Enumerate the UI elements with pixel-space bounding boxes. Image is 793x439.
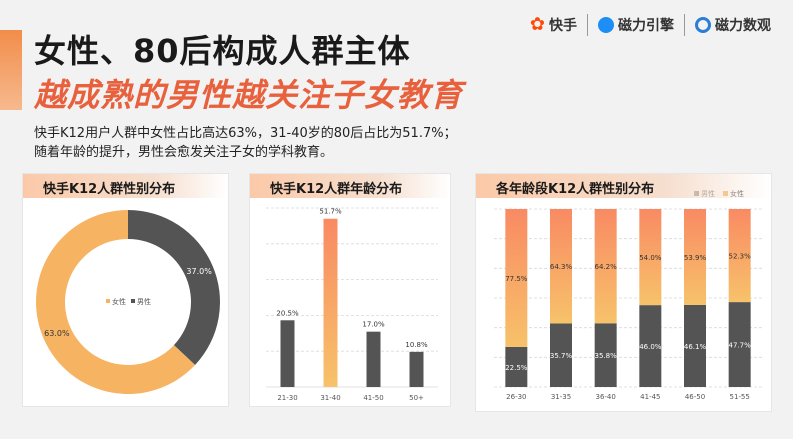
x-tick-label: 31-40 <box>320 394 340 402</box>
bar-21-30 <box>280 320 295 387</box>
donut-slice-male <box>128 210 220 365</box>
age-gender-stacked-chart: 男性女性22.5%77.5%26-3035.7%64.3%31-3535.8%6… <box>494 189 762 401</box>
panel-title: 各年龄段K12人群性别分布 <box>496 182 655 197</box>
donut-slice-label: 63.0% <box>44 329 70 338</box>
panel-header <box>250 174 450 198</box>
bar-value-label: 20.5% <box>276 309 299 317</box>
bar-male-31-35 <box>550 323 572 387</box>
gender-distribution-panel: 快手K12人群性别分布 37.0% 63.0% 女性 男性 <box>22 173 229 407</box>
logo-divider <box>684 14 685 36</box>
logo-divider <box>587 14 588 36</box>
bar-female-51-55 <box>728 209 751 303</box>
bar-value-label: 17.0% <box>362 321 385 329</box>
description-line-1: 快手K12用户人群中女性占比高达63%，31-40岁的80后占比为51.7%； <box>34 126 457 141</box>
cili-shuguan-logo: 磁力数观 <box>695 15 771 35</box>
legend-label-female: 女性 <box>112 297 126 306</box>
brand-logos: ✿ 快手 磁力引擎 磁力数观 <box>530 10 771 40</box>
panel-title: 快手K12人群年龄分布 <box>270 182 403 197</box>
page-subtitle: 越成熟的男性越关注子女教育 <box>34 76 464 114</box>
bar-50+ <box>409 351 424 387</box>
kuaishou-logo-text: 快手 <box>549 18 577 34</box>
bar-male-label: 46.1% <box>684 343 707 351</box>
cili-shuguan-icon <box>695 17 711 33</box>
x-tick-label: 21-30 <box>277 394 297 402</box>
bar-male-36-40 <box>594 323 617 387</box>
bar-female-label: 77.5% <box>505 275 528 283</box>
x-tick-label: 51-55 <box>729 393 749 401</box>
bar-male-label: 35.8% <box>595 352 618 360</box>
bar-male-label: 22.5% <box>505 364 528 372</box>
bar-female-label: 53.9% <box>684 254 707 262</box>
bar-male-label: 35.7% <box>550 352 573 360</box>
x-tick-label: 50+ <box>409 394 424 402</box>
bar-female-36-40 <box>594 209 617 324</box>
legend-swatch-female <box>106 299 110 303</box>
donut-slice-label: 37.0% <box>186 267 212 276</box>
page-description: 快手K12用户人群中女性占比高达63%，31-40岁的80后占比为51.7%； … <box>34 124 457 162</box>
bar-female-label: 52.3% <box>729 253 752 261</box>
bar-male-46-50 <box>684 304 706 387</box>
panel-header <box>23 174 228 198</box>
legend-swatch-male <box>131 299 135 303</box>
bar-value-label: 51.7% <box>319 208 342 216</box>
bar-female-46-50 <box>684 209 706 305</box>
bar-value-label: 10.8% <box>405 341 428 349</box>
x-tick-label: 31-35 <box>551 393 571 401</box>
title-accent-bar <box>0 30 22 110</box>
donut-slice-female <box>35 210 196 394</box>
age-gender-panel: 各年龄段K12人群性别分布 男性女性22.5%77.5%26-3035.7%64… <box>475 173 772 412</box>
legend-label-male: 男性 <box>137 297 151 306</box>
bar-female-label: 64.3% <box>550 263 573 271</box>
bar-male-label: 46.0% <box>639 343 662 351</box>
bar-male-51-55 <box>728 302 751 387</box>
kuaishou-icon: ✿ <box>529 14 545 35</box>
panel-title: 快手K12人群性别分布 <box>43 182 176 197</box>
bar-31-40 <box>323 218 338 387</box>
panel-header <box>476 174 771 198</box>
x-tick-label: 26-30 <box>506 393 526 401</box>
age-distribution-panel: 快手K12人群年龄分布 20.5% 21-30 51.7% 31-40 17.0% 41-… <box>249 173 451 407</box>
page-title: 女性、80后构成人群主体 <box>34 32 411 70</box>
cili-yinqing-logo-text: 磁力引擎 <box>618 18 674 34</box>
bar-female-label: 54.0% <box>639 254 662 262</box>
bar-male-label: 47.7% <box>729 342 752 350</box>
cili-shuguan-logo-text: 磁力数观 <box>715 18 771 34</box>
bar-41-50 <box>366 331 381 387</box>
gender-donut-chart: 37.0% 63.0% 女性 男性 <box>35 210 220 394</box>
x-tick-label: 41-45 <box>640 393 660 401</box>
bar-female-31-35 <box>550 209 572 324</box>
age-bar-chart: 20.5% 21-30 51.7% 31-40 17.0% 41-50 10.8% 50+ <box>266 207 438 402</box>
bar-female-41-45 <box>639 209 662 306</box>
bar-male-26-30 <box>505 346 528 387</box>
bar-female-26-30 <box>505 209 528 347</box>
x-tick-label: 46-50 <box>685 393 705 401</box>
x-tick-label: 41-50 <box>363 394 383 402</box>
cili-yinqing-icon <box>598 17 614 33</box>
description-line-2: 随着年龄的提升，男性会愈发关注子女的学科教育。 <box>34 145 334 160</box>
bar-female-label: 64.2% <box>595 263 618 271</box>
bar-male-41-45 <box>639 305 662 387</box>
x-tick-label: 36-40 <box>595 393 615 401</box>
kuaishou-logo: ✿ 快手 <box>530 15 577 35</box>
cili-yinqing-logo: 磁力引擎 <box>598 15 674 35</box>
